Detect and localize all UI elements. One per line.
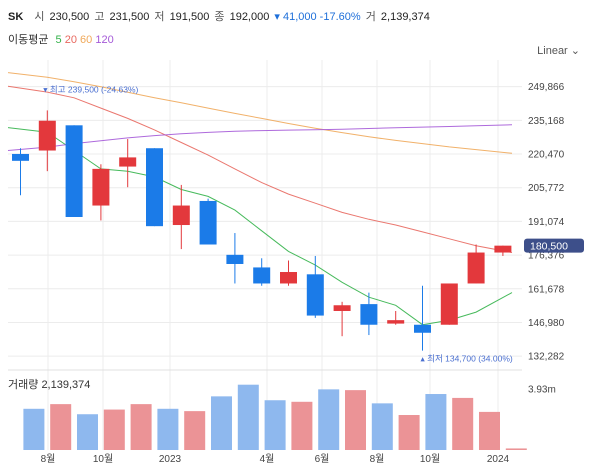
symbol: SK	[8, 11, 24, 23]
volume-bar	[345, 390, 366, 450]
volume-bar	[157, 408, 179, 450]
volume-panel-label: 거래량	[8, 379, 39, 391]
moving-average-lines	[7, 72, 513, 326]
scale-mode-dropdown[interactable]: Linear ⌄	[537, 44, 580, 57]
volume-panel-value: 2,139,374	[41, 379, 91, 391]
volume-bars	[23, 384, 527, 450]
scale-mode-label: Linear	[537, 45, 568, 57]
volume-value: 2,139,374	[380, 11, 430, 23]
candle-body	[226, 254, 244, 264]
axes: 8월 10월 2023 4월 6월 8월 10월 2024 249,866 235,168 220,…	[41, 82, 584, 465]
chevron-down-icon: ⌄	[570, 45, 580, 57]
volume-bar	[50, 404, 72, 450]
volume-bar	[505, 448, 527, 450]
candle-body	[38, 120, 56, 151]
current-price-tag	[524, 238, 584, 253]
y-tick-label: 249,866	[528, 82, 565, 93]
candle-body	[119, 157, 137, 167]
min-price-marker: ▴ 최저 134,700 (34.00%)	[421, 354, 513, 364]
candle-body	[467, 252, 485, 284]
ma-5-line	[7, 127, 513, 326]
x-tick-label: 6월	[315, 453, 330, 465]
x-tick-label: 2023	[159, 454, 182, 465]
volume-bar	[371, 403, 393, 450]
y-tick-label: 191,074	[528, 217, 565, 228]
volume-panel-title: 거래량 2,139,374	[8, 376, 90, 392]
candle-body	[333, 305, 351, 311]
y-tick-label: 220,470	[528, 150, 565, 161]
candle-body	[253, 267, 271, 284]
volume-bar	[452, 397, 474, 450]
open-value: 230,500	[49, 11, 90, 23]
candle-body	[440, 283, 458, 325]
volume-bar	[130, 404, 152, 450]
candle-body	[360, 304, 378, 325]
candle-body	[92, 168, 110, 206]
ma-20-label[interactable]: 20	[64, 34, 77, 46]
volume-bar	[479, 411, 500, 450]
price-header: SK 시 230,500 고 231,500 저 191,500 종 192,0…	[8, 8, 432, 24]
volume-bar	[184, 411, 206, 450]
x-tick-label: 8월	[41, 453, 56, 465]
candle-body	[414, 324, 431, 333]
candle-body	[12, 153, 29, 161]
y-tick-label: 176,376	[528, 251, 565, 262]
change-value: ▾ 41,000 -17.60%	[274, 11, 361, 23]
x-tick-label: 10월	[420, 453, 440, 465]
ma-120-line	[7, 124, 513, 151]
ma-120-label[interactable]: 120	[95, 34, 114, 46]
current-price-label: 180,500	[530, 241, 568, 253]
y-tick-label: 161,678	[528, 284, 565, 295]
volume-axis-label: 3.93m	[528, 384, 556, 395]
moving-average-legend[interactable]: 이동평균 5 20 60 120	[8, 31, 114, 47]
candle-body	[146, 148, 163, 227]
volume-bar	[291, 401, 313, 450]
grid-lines	[8, 60, 522, 450]
ma-60-line	[7, 72, 513, 154]
x-tick-label: 4월	[260, 453, 275, 465]
candle-body	[65, 125, 83, 217]
high-value: 231,500	[109, 11, 150, 23]
x-tick-label: 8월	[370, 453, 385, 465]
volume-bar	[264, 400, 286, 450]
x-tick-label: 10월	[93, 453, 113, 465]
volume-bar	[398, 415, 420, 450]
ma-title: 이동평균	[8, 34, 49, 46]
candle-body	[280, 272, 297, 284]
candle-body	[172, 205, 190, 226]
volume-bar	[425, 394, 447, 450]
volume-bar	[211, 396, 232, 450]
y-tick-label: 235,168	[528, 116, 565, 127]
open-label: 시	[34, 11, 45, 23]
candle-body	[494, 245, 512, 253]
y-tick-label: 205,772	[528, 183, 565, 194]
close-label: 종	[214, 11, 225, 23]
ma-20-line	[7, 85, 513, 253]
max-price-marker: ▾ 최고 239,500 (-24.63%)	[43, 84, 138, 94]
close-value: 192,000	[229, 11, 270, 23]
volume-bar	[237, 384, 259, 450]
volume-bar	[77, 414, 98, 450]
candles	[12, 110, 512, 351]
ma-60-label[interactable]: 60	[80, 34, 93, 46]
candle-body	[306, 274, 324, 316]
low-value: 191,500	[169, 11, 210, 23]
y-tick-label: 146,980	[528, 318, 565, 329]
candle-body	[387, 320, 405, 324]
volume-label: 거	[365, 11, 376, 23]
high-label: 고	[94, 11, 105, 23]
x-tick-label: 2024	[487, 454, 510, 465]
candle-body	[199, 200, 217, 245]
volume-bar	[103, 409, 125, 450]
volume-bar	[318, 389, 340, 450]
volume-bar	[23, 408, 45, 450]
ma-5-label[interactable]: 5	[55, 34, 62, 46]
y-tick-label: 132,282	[528, 352, 565, 363]
low-label: 저	[154, 11, 165, 23]
